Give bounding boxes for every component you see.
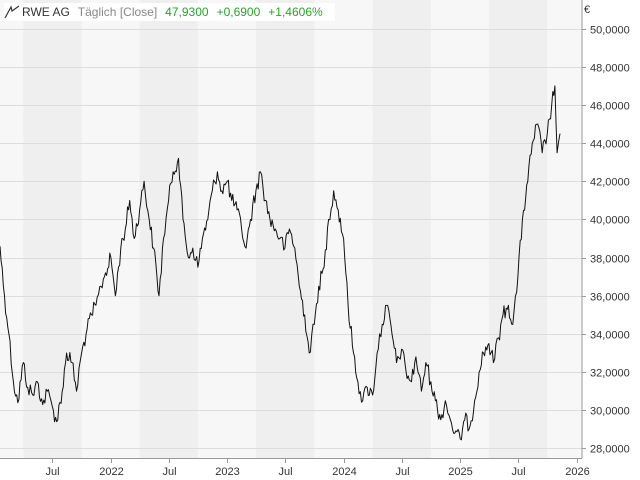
y-tick-label: 30,0000 bbox=[590, 406, 630, 418]
line-chart-icon bbox=[4, 5, 20, 19]
shaded-band bbox=[255, 0, 315, 458]
y-tick-label: 48,0000 bbox=[590, 63, 630, 75]
shaded-band bbox=[372, 0, 431, 458]
x-tick-label: Jul bbox=[511, 466, 525, 478]
shaded-band bbox=[139, 0, 198, 458]
y-tick-label: 36,0000 bbox=[590, 292, 630, 304]
price-change: +0,6900 bbox=[216, 5, 261, 19]
x-tick-label: 2026 bbox=[565, 466, 589, 478]
y-tick-label: 32,0000 bbox=[590, 368, 630, 380]
y-axis: 28,0000 30,0000 32,0000 34,0000 36,0000 38,00… bbox=[582, 25, 630, 456]
y-tick-label: 40,0000 bbox=[590, 215, 630, 227]
price-change-percent: +1,4606% bbox=[268, 5, 323, 19]
y-tick-label: 44,0000 bbox=[590, 139, 630, 151]
x-tick-label: 2023 bbox=[215, 466, 239, 478]
x-axis: Jul 2022 Jul 2023 Jul 2024 Jul 2025 Jul 2026 bbox=[45, 458, 590, 478]
y-tick-label: 34,0000 bbox=[590, 330, 630, 342]
x-tick-label: 2025 bbox=[448, 466, 472, 478]
x-tick-label: Jul bbox=[162, 466, 176, 478]
currency-label: € bbox=[584, 4, 590, 16]
x-tick-label: 2024 bbox=[332, 466, 356, 478]
y-tick-label: 28,0000 bbox=[590, 444, 630, 456]
y-tick-label: 46,0000 bbox=[590, 101, 630, 113]
x-tick-label: Jul bbox=[45, 466, 59, 478]
shaded-band bbox=[23, 0, 82, 458]
last-price: 47,9300 bbox=[165, 5, 209, 19]
x-tick-label: 2022 bbox=[99, 466, 123, 478]
period-label: Täglich [Close] bbox=[77, 5, 158, 19]
shaded-band bbox=[488, 0, 548, 458]
shaded-half-year-bands bbox=[23, 0, 548, 458]
y-tick-label: 38,0000 bbox=[590, 254, 630, 266]
y-tick-label: 50,0000 bbox=[590, 25, 630, 37]
gridlines bbox=[0, 29, 582, 449]
y-tick-label: 42,0000 bbox=[590, 177, 630, 189]
price-line bbox=[0, 85, 561, 441]
chart-header: RWE AG Täglich [Close] 47,9300 +0,6900 +… bbox=[4, 3, 335, 21]
x-tick-label: Jul bbox=[278, 466, 292, 478]
instrument-name: RWE AG bbox=[22, 5, 70, 19]
x-tick-label: Jul bbox=[395, 466, 409, 478]
